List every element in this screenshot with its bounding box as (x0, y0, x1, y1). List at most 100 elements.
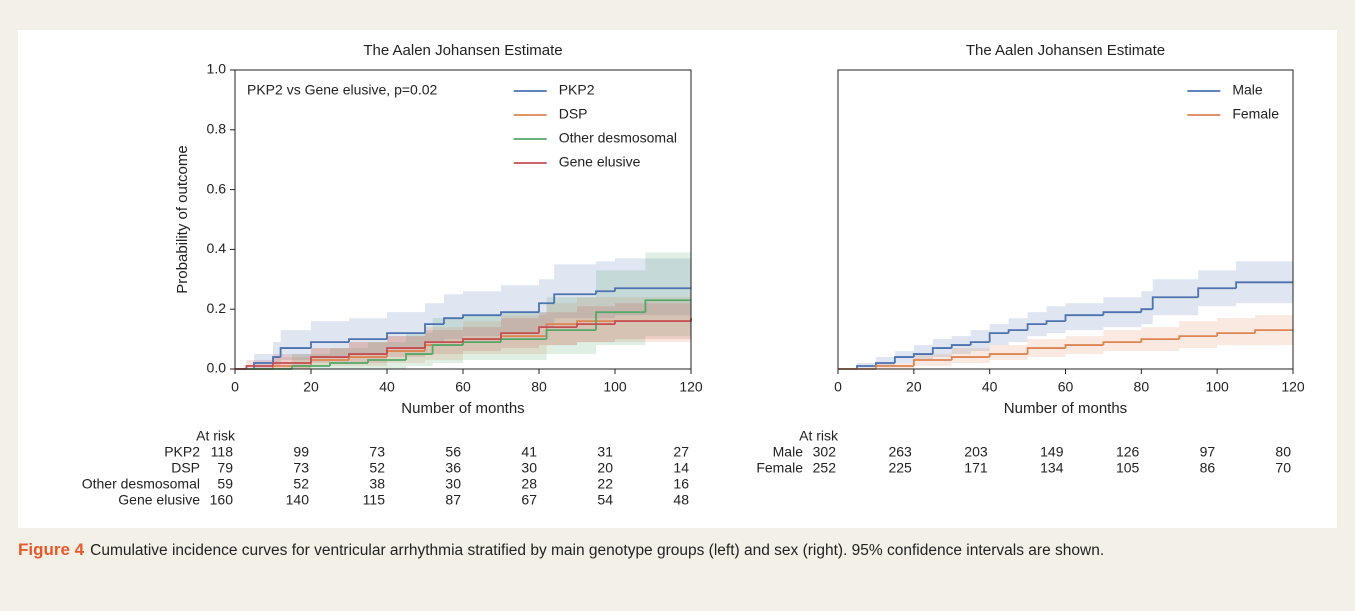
at-risk-count: 87 (445, 492, 461, 508)
at-risk-count: 41 (521, 444, 537, 460)
chart-title: The Aalen Johansen Estimate (363, 42, 562, 59)
confidence-band (349, 318, 387, 355)
at-risk-count: 263 (888, 444, 912, 460)
at-risk-count: 54 (597, 492, 613, 508)
at-risk-row-name: Gene elusive (118, 492, 200, 508)
confidence-band (970, 330, 990, 352)
step-line (538, 302, 555, 313)
x-tick-label: 40 (982, 379, 998, 395)
at-risk-count: 30 (445, 476, 461, 492)
step-line (893, 356, 914, 364)
at-risk-count: 73 (293, 460, 309, 476)
confidence-band (432, 318, 463, 364)
x-tick-label: 60 (455, 379, 471, 395)
confidence-band (406, 333, 433, 367)
step-line (443, 317, 463, 325)
at-risk-count: 99 (293, 444, 309, 460)
at-risk-count: 80 (1275, 444, 1291, 460)
step-line (245, 365, 273, 369)
confidence-band (645, 252, 691, 337)
plot-frame (837, 69, 1294, 370)
step-line (644, 299, 691, 313)
step-line (348, 338, 387, 343)
at-risk-count: 67 (521, 492, 537, 508)
x-tick-label: 80 (531, 379, 547, 395)
step-line (912, 353, 933, 358)
x-tick-label: 0 (834, 379, 842, 395)
step-line (576, 323, 615, 328)
step-line (912, 359, 952, 367)
step-line (1151, 296, 1199, 310)
x-tick-label: 0 (231, 379, 239, 395)
at-risk-count: 252 (813, 460, 837, 476)
x-tick-label: 100 (1205, 379, 1229, 395)
confidence-band (501, 315, 547, 355)
confidence-band (554, 264, 596, 319)
confidence-band (246, 360, 273, 369)
step-line (614, 320, 691, 325)
confidence-band (280, 330, 311, 361)
at-risk-count: 79 (217, 460, 233, 476)
confidence-band (311, 321, 349, 358)
step-line (1197, 287, 1237, 298)
at-risk-count: 86 (1200, 460, 1216, 476)
caption: Figure 4 Cumulative incidence curves for … (18, 536, 1328, 564)
confidence-band (1179, 321, 1218, 349)
y-tick-label: 0.8 (207, 121, 227, 137)
x-axis-label: Number of months (1004, 400, 1127, 417)
confidence-band (615, 258, 691, 316)
confidence-band (596, 261, 615, 319)
confidence-band (444, 294, 463, 340)
confidence-band (387, 312, 425, 349)
step-line (595, 290, 615, 295)
at-risk-count: 48 (673, 492, 689, 508)
at-risk-count: 70 (1275, 460, 1291, 476)
at-risk-count: 22 (597, 476, 613, 492)
step-line (367, 359, 406, 364)
step-line (462, 314, 501, 319)
step-line (462, 338, 501, 343)
x-tick-label: 20 (303, 379, 319, 395)
step-line (1178, 335, 1218, 340)
confidence-band (875, 357, 895, 367)
step-line (500, 332, 539, 340)
at-risk-count: 140 (286, 492, 310, 508)
step-line (1140, 308, 1153, 313)
figure-panel (18, 30, 1337, 528)
step-line (405, 353, 433, 361)
at-risk-count: 38 (369, 476, 385, 492)
step-line (1102, 311, 1142, 316)
step-line (431, 344, 463, 355)
confidence-band (1046, 306, 1066, 334)
confidence-band (989, 324, 1009, 346)
y-axis-label: Probability of outcome (174, 145, 191, 293)
step-line (1026, 347, 1066, 355)
at-risk-row-name: Other desmosomal (82, 476, 200, 492)
at-risk-count: 302 (813, 444, 837, 460)
step-line (545, 329, 596, 340)
at-risk-count: 225 (888, 460, 912, 476)
x-tick-label: 120 (679, 379, 703, 395)
step-line (950, 356, 990, 361)
at-risk-row-name: Male (773, 444, 804, 460)
step-line (1216, 332, 1256, 337)
at-risk-count: 160 (210, 492, 234, 508)
at-risk-count: 52 (293, 476, 309, 492)
x-tick-label: 20 (906, 379, 922, 395)
at-risk-row-name: Female (756, 460, 803, 476)
confidence-band (1065, 303, 1104, 331)
step-line (1140, 338, 1180, 343)
at-risk-count: 97 (1200, 444, 1216, 460)
confidence-band (913, 345, 933, 361)
at-risk-count: 56 (445, 444, 461, 460)
x-tick-label: 40 (379, 379, 395, 395)
at-risk-count: 134 (1040, 460, 1064, 476)
step-line (329, 362, 368, 367)
step-line (1254, 329, 1293, 334)
step-line (310, 356, 349, 364)
step-line (988, 332, 1009, 343)
step-line (1045, 320, 1066, 325)
at-risk-count: 171 (964, 460, 988, 476)
step-line (875, 362, 895, 367)
